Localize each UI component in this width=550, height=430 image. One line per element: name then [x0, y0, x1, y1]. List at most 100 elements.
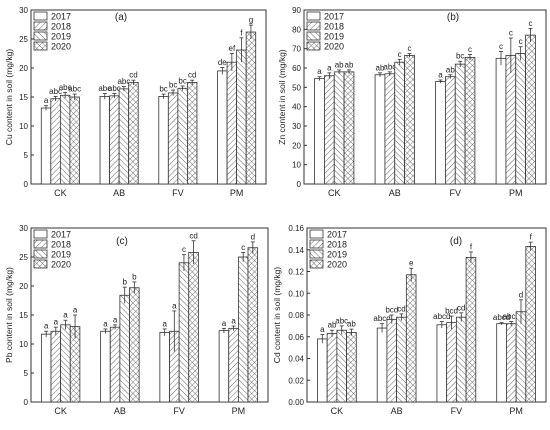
- legend-swatch-2017: [306, 11, 321, 21]
- legend-swatch-2018: [306, 21, 321, 31]
- bar-2017-PM: [217, 70, 228, 185]
- bar-2019-PM: [237, 256, 249, 403]
- significance-letter: a: [44, 96, 49, 105]
- bar-2018-CK: [324, 75, 335, 185]
- bar-2017-FV: [158, 96, 169, 185]
- significance-letter: ab: [376, 63, 385, 72]
- significance-letter: a: [172, 301, 177, 310]
- y-tick-label: 0.10: [288, 289, 304, 298]
- bar-2018-AB: [386, 318, 398, 403]
- bar-2019-CK: [60, 324, 71, 403]
- y-tick-label: 0.04: [288, 355, 304, 364]
- legend-swatch-2018: [33, 239, 48, 249]
- bar-2017-CK: [314, 78, 325, 185]
- category-label: FV: [173, 406, 185, 416]
- significance-letter: a: [162, 319, 167, 328]
- significance-letter: abcd: [493, 313, 510, 322]
- bar-2020-FV: [464, 56, 476, 185]
- significance-letter: cd: [188, 71, 196, 80]
- bar-2017-AB: [100, 330, 111, 403]
- significance-letter: f: [240, 28, 243, 37]
- legend-label-2019: 2019: [324, 32, 344, 42]
- bar-2019-CK: [59, 94, 71, 185]
- y-axis-label: Cu content in soil (mg/kg): [4, 49, 14, 146]
- significance-letter: bcd: [385, 306, 398, 315]
- significance-letter: c: [519, 37, 523, 46]
- bar-2019-AB: [118, 88, 130, 185]
- bar-2018-CK: [50, 98, 61, 185]
- significance-letter: ab: [345, 60, 354, 69]
- bar-2018-CK: [50, 330, 62, 403]
- bar-2017-PM: [218, 330, 230, 403]
- bar-2019-CK: [333, 71, 345, 185]
- bar-2020-PM: [245, 31, 257, 185]
- category-label: PM: [509, 188, 523, 198]
- bar-2019-PM: [236, 49, 247, 185]
- significance-letter: a: [317, 67, 322, 76]
- bar-2018-AB: [384, 73, 396, 185]
- significance-letter: ab: [446, 65, 455, 74]
- bar-2019-PM: [515, 53, 526, 185]
- significance-letter: abcd: [503, 312, 520, 321]
- significance-letter: cd: [189, 231, 197, 240]
- significance-letter: c: [182, 245, 186, 254]
- significance-letter: c: [241, 243, 245, 252]
- bar-2020-FV: [187, 82, 198, 185]
- significance-letter: d: [251, 232, 255, 241]
- significance-letter: abcd: [433, 312, 450, 321]
- significance-letter: bc: [159, 85, 167, 94]
- category-label: PM: [230, 188, 244, 198]
- panel-label: (d): [450, 236, 462, 247]
- legend-label-2018: 2018: [51, 240, 71, 250]
- significance-letter: a: [54, 318, 59, 327]
- bar-2019-AB: [396, 316, 407, 403]
- y-tick-label: 5: [24, 369, 29, 378]
- significance-letter: d: [519, 290, 523, 299]
- y-tick-label: 5: [24, 151, 29, 160]
- bar-2017-PM: [495, 57, 507, 185]
- legend-label-2017: 2017: [51, 230, 71, 240]
- y-tick-label: 0: [24, 180, 29, 189]
- panel-label: (c): [116, 236, 128, 247]
- bar-2018-AB: [109, 95, 120, 185]
- bar-2018-PM: [228, 327, 239, 403]
- legend-swatch-2018: [33, 21, 48, 31]
- significance-letter: b: [132, 272, 137, 281]
- category-label: FV: [172, 188, 184, 198]
- y-tick-label: 20: [19, 64, 28, 73]
- y-tick-label: 10: [19, 340, 28, 349]
- legend-label-2018: 2018: [51, 22, 71, 32]
- significance-letter: de: [218, 58, 227, 67]
- bar-2019-AB: [119, 294, 130, 403]
- significance-letter: c: [528, 19, 532, 28]
- legend-swatch-2020: [33, 259, 48, 269]
- bar-2017-CK: [317, 338, 328, 403]
- y-tick-label: 30: [19, 224, 28, 233]
- y-tick-label: 0.14: [288, 246, 304, 255]
- significance-letter: abc: [335, 316, 348, 325]
- bar-2018-PM: [226, 61, 238, 185]
- y-tick-label: 30: [292, 122, 301, 131]
- significance-letter: f: [530, 233, 533, 242]
- category-label: CK: [328, 188, 341, 198]
- bar-2019-FV: [454, 63, 466, 185]
- bar-2019-CK: [336, 329, 347, 403]
- bar-2017-FV: [435, 81, 446, 185]
- bar-2020-CK: [343, 71, 355, 185]
- significance-letter: a: [320, 325, 325, 334]
- panel-cu: 0 5 10 15 20 25 30 Cu content in soil (mg/kg) (a…: [4, 6, 267, 198]
- bar-2017-AB: [376, 327, 388, 403]
- y-tick-label: 0.02: [288, 376, 304, 385]
- significance-letter: abc: [117, 77, 130, 86]
- bar-2017-AB: [374, 74, 386, 185]
- panel-label: (b): [447, 12, 459, 23]
- y-tick-label: 0.00: [288, 398, 304, 407]
- y-tick-label: 70: [292, 45, 301, 54]
- legend-swatch-2019: [309, 249, 324, 259]
- significance-letter: abc: [98, 84, 111, 93]
- bar-2020-CK: [346, 331, 357, 403]
- bar-2017-AB: [99, 96, 110, 185]
- bar-2020-PM: [525, 34, 536, 185]
- bar-2018-PM: [505, 55, 517, 185]
- category-label: PM: [232, 406, 246, 416]
